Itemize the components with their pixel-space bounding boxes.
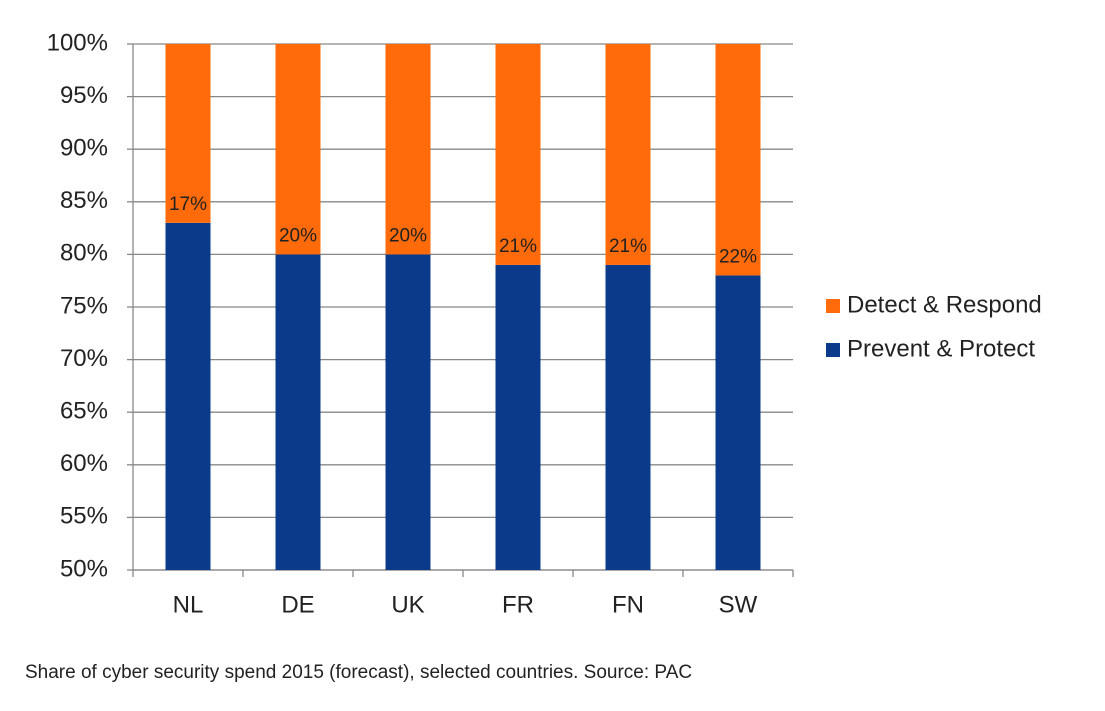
bar-segment: [385, 254, 431, 570]
caption: Share of cyber security spend 2015 (fore…: [25, 662, 692, 683]
bar-segment: [495, 44, 541, 265]
y-tick-label: 55%: [60, 503, 108, 530]
legend-label: Prevent & Protect: [847, 335, 1035, 362]
bar-segment: [275, 44, 321, 255]
y-tick-label: 100%: [47, 29, 108, 56]
y-tick-label: 65%: [60, 398, 108, 425]
x-tick-label: DE: [281, 591, 314, 618]
y-tick-label: 75%: [60, 292, 108, 319]
data-label: 20%: [389, 225, 427, 246]
legend-label: Detect & Respond: [847, 291, 1042, 318]
bar-segment: [165, 44, 211, 223]
data-label: 21%: [609, 236, 647, 257]
data-label: 21%: [499, 236, 537, 257]
data-label: 20%: [279, 225, 317, 246]
y-tick-label: 50%: [60, 555, 108, 582]
bar-segment: [495, 264, 541, 570]
bar-segment: [165, 222, 211, 570]
bar-segment: [275, 254, 321, 570]
y-tick-label: 80%: [60, 240, 108, 267]
legend-swatch: [826, 343, 840, 357]
bar-segment: [715, 275, 761, 570]
y-tick-label: 90%: [60, 135, 108, 162]
x-tick-label: FN: [612, 591, 644, 618]
legend-swatch: [826, 299, 840, 313]
bar-segment: [605, 44, 651, 265]
x-tick-label: UK: [391, 591, 424, 618]
x-tick-label: FR: [502, 591, 534, 618]
data-label: 17%: [169, 194, 207, 215]
data-label: 22%: [719, 246, 757, 267]
y-tick-label: 95%: [60, 82, 108, 109]
bar-segment: [385, 44, 431, 255]
y-tick-label: 85%: [60, 187, 108, 214]
bar-segment: [605, 264, 651, 570]
y-tick-label: 60%: [60, 450, 108, 477]
x-tick-label: NL: [173, 591, 204, 618]
bar-segment: [715, 44, 761, 276]
x-tick-label: SW: [719, 591, 758, 618]
y-tick-label: 70%: [60, 345, 108, 372]
